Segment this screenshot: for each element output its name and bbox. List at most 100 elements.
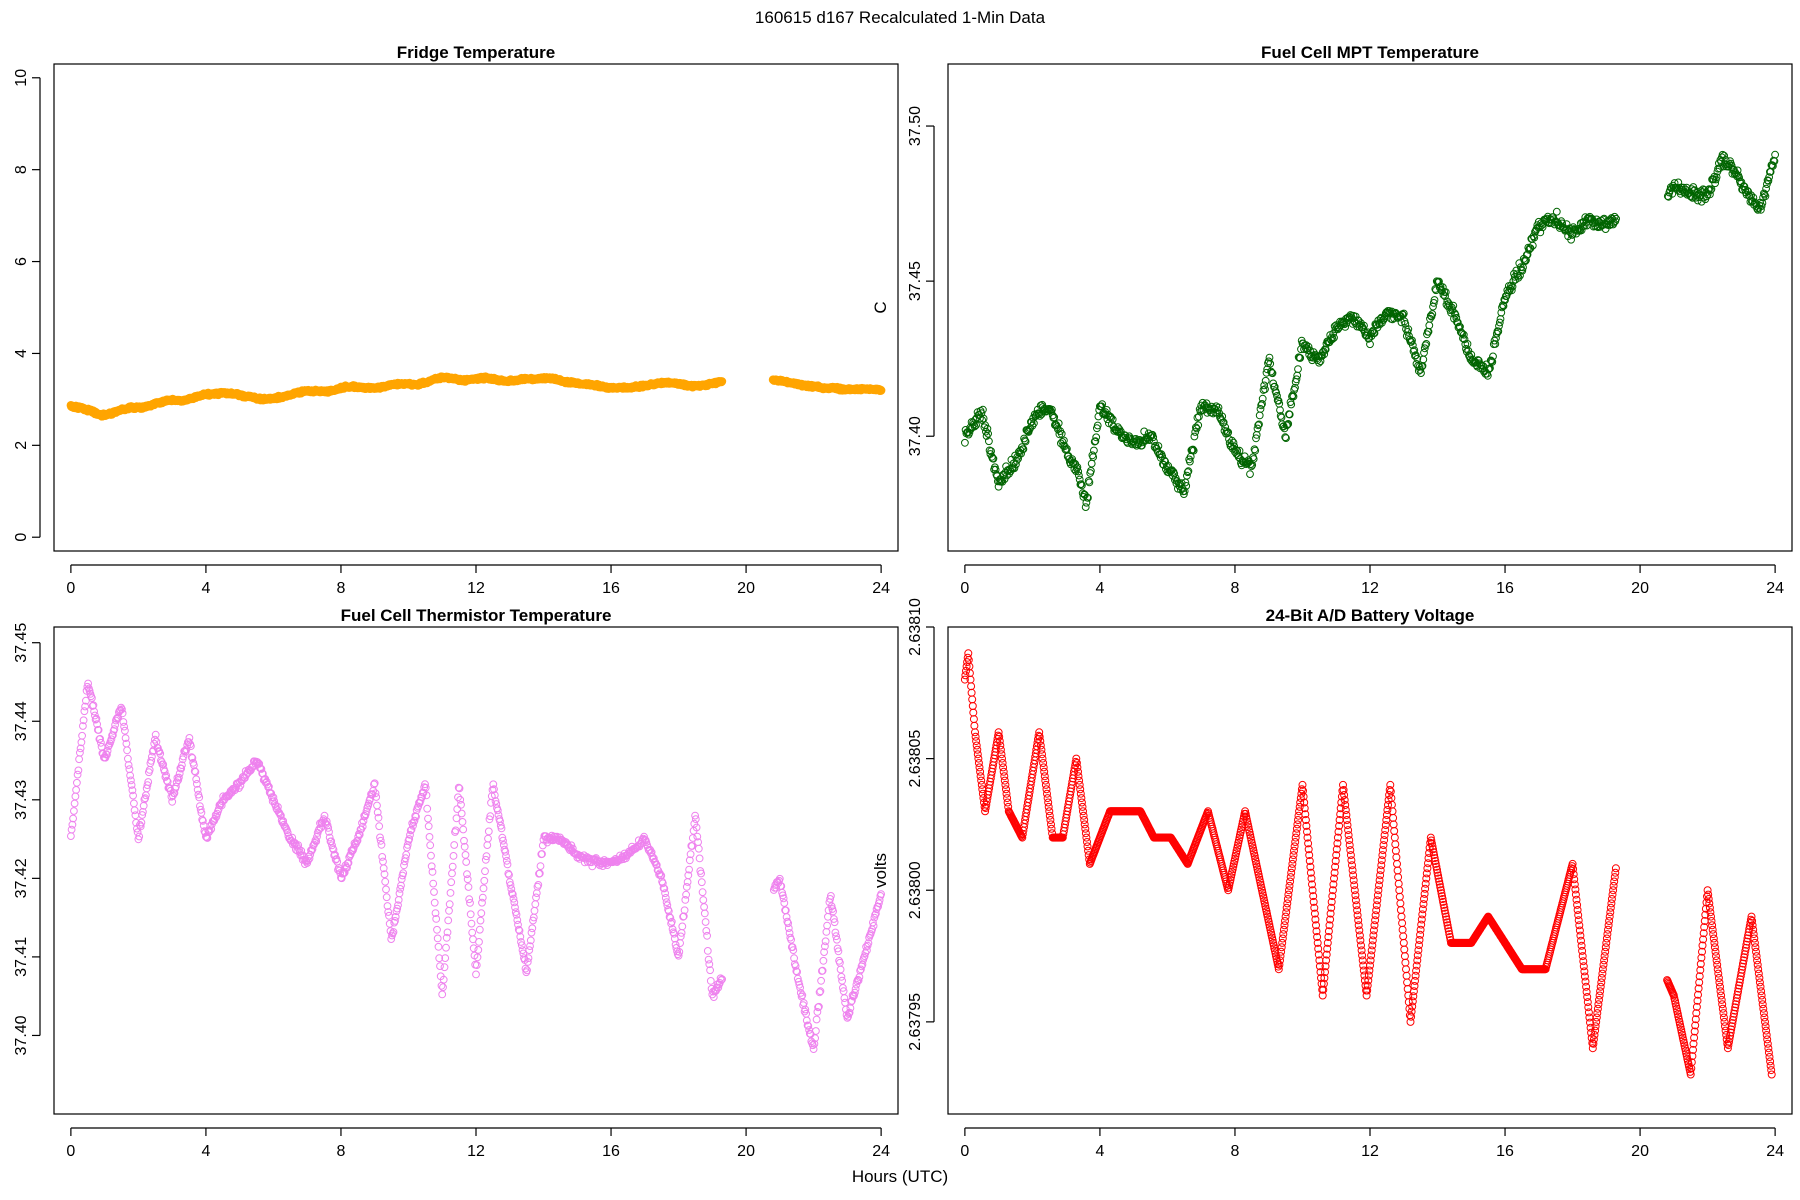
data-point bbox=[1705, 899, 1714, 908]
data-point bbox=[790, 954, 798, 963]
data-point bbox=[700, 909, 709, 918]
data-point bbox=[73, 770, 82, 779]
data-point bbox=[1741, 943, 1750, 952]
data-point bbox=[833, 935, 841, 944]
data-point bbox=[1219, 418, 1228, 427]
data-point bbox=[1315, 962, 1324, 971]
data-point bbox=[1765, 1053, 1774, 1061]
data-point bbox=[802, 1009, 810, 1018]
data-point bbox=[1751, 943, 1760, 952]
data-point bbox=[517, 941, 526, 950]
data-point bbox=[1432, 286, 1440, 295]
y-tick-label: 2.63795 bbox=[907, 993, 924, 1051]
data-point bbox=[1435, 877, 1444, 886]
data-point bbox=[79, 722, 87, 730]
data-point bbox=[1517, 265, 1526, 274]
data-point bbox=[789, 946, 798, 954]
data-point bbox=[718, 975, 726, 984]
data-point bbox=[88, 702, 97, 710]
data-point bbox=[1579, 957, 1588, 966]
x-axis: 0 4 8 12 16 20 24 bbox=[960, 1127, 1784, 1160]
data-point bbox=[1518, 266, 1527, 275]
x-tick-label: 24 bbox=[872, 1143, 890, 1160]
y-tick-label: 0 bbox=[13, 533, 30, 542]
data-point bbox=[1047, 820, 1055, 829]
data-point bbox=[352, 837, 361, 846]
data-point bbox=[1287, 864, 1296, 873]
data-point bbox=[1579, 962, 1588, 971]
data-point bbox=[328, 841, 336, 850]
data-point bbox=[1021, 436, 1029, 445]
data-point bbox=[1420, 895, 1428, 903]
data-point bbox=[673, 950, 682, 959]
data-point bbox=[196, 805, 205, 814]
data-point bbox=[1488, 358, 1497, 366]
data-point bbox=[871, 911, 879, 919]
data-point bbox=[1276, 952, 1285, 961]
data-point bbox=[371, 789, 380, 798]
data-point bbox=[821, 942, 829, 951]
data-point bbox=[1418, 910, 1427, 919]
data-point bbox=[1403, 978, 1412, 987]
data-point bbox=[1592, 1013, 1601, 1022]
data-point bbox=[837, 972, 846, 981]
data-point bbox=[384, 908, 393, 916]
data-point bbox=[393, 904, 402, 913]
data-point bbox=[973, 745, 982, 754]
data-point bbox=[1729, 1012, 1738, 1021]
data-point bbox=[1429, 299, 1438, 307]
data-point bbox=[1610, 212, 1619, 221]
data-point bbox=[1498, 301, 1507, 310]
data-point bbox=[118, 705, 126, 714]
data-point bbox=[821, 937, 830, 946]
data-point bbox=[1522, 256, 1530, 265]
data-point bbox=[1362, 991, 1371, 1000]
data-point bbox=[1739, 956, 1748, 965]
data-point bbox=[1458, 329, 1467, 338]
data-point bbox=[1740, 950, 1749, 959]
data-point bbox=[1444, 924, 1453, 933]
data-point bbox=[1229, 862, 1238, 871]
data-point bbox=[1408, 341, 1417, 350]
data-point bbox=[1741, 947, 1750, 955]
data-point bbox=[703, 931, 711, 940]
data-point bbox=[1583, 998, 1592, 1007]
data-point bbox=[706, 966, 714, 975]
data-point bbox=[426, 841, 435, 850]
data-point bbox=[1733, 990, 1742, 999]
data-point bbox=[1420, 889, 1429, 898]
data-point bbox=[1601, 947, 1610, 956]
data-point bbox=[1049, 414, 1058, 422]
data-point bbox=[128, 786, 137, 795]
data-point bbox=[1679, 183, 1688, 192]
data-point bbox=[1736, 972, 1745, 981]
data-point bbox=[1552, 207, 1561, 216]
data-point bbox=[843, 1014, 852, 1022]
data-point bbox=[192, 775, 201, 784]
x-tick-label: 0 bbox=[66, 580, 75, 597]
data-point bbox=[1609, 218, 1618, 227]
data-point bbox=[121, 726, 129, 735]
data-point bbox=[1408, 336, 1416, 345]
data-point bbox=[1491, 340, 1500, 348]
data-point bbox=[463, 870, 471, 879]
data-point bbox=[792, 967, 801, 975]
data-point bbox=[1429, 848, 1438, 857]
data-point bbox=[1690, 1027, 1699, 1036]
data-point bbox=[1283, 899, 1292, 908]
data-point bbox=[448, 869, 456, 878]
data-point bbox=[1690, 1033, 1699, 1042]
data-point bbox=[1166, 467, 1175, 476]
data-point bbox=[184, 738, 193, 746]
data-point bbox=[1310, 903, 1319, 912]
data-point bbox=[1352, 901, 1361, 910]
data-point bbox=[998, 754, 1006, 763]
data-point bbox=[1536, 228, 1545, 237]
data-point bbox=[1282, 421, 1291, 430]
data-point bbox=[157, 756, 165, 765]
data-point bbox=[1084, 494, 1092, 502]
data-point bbox=[1303, 833, 1312, 842]
data-point bbox=[1319, 979, 1328, 988]
data-point bbox=[1716, 987, 1725, 996]
data-point bbox=[1072, 754, 1081, 763]
